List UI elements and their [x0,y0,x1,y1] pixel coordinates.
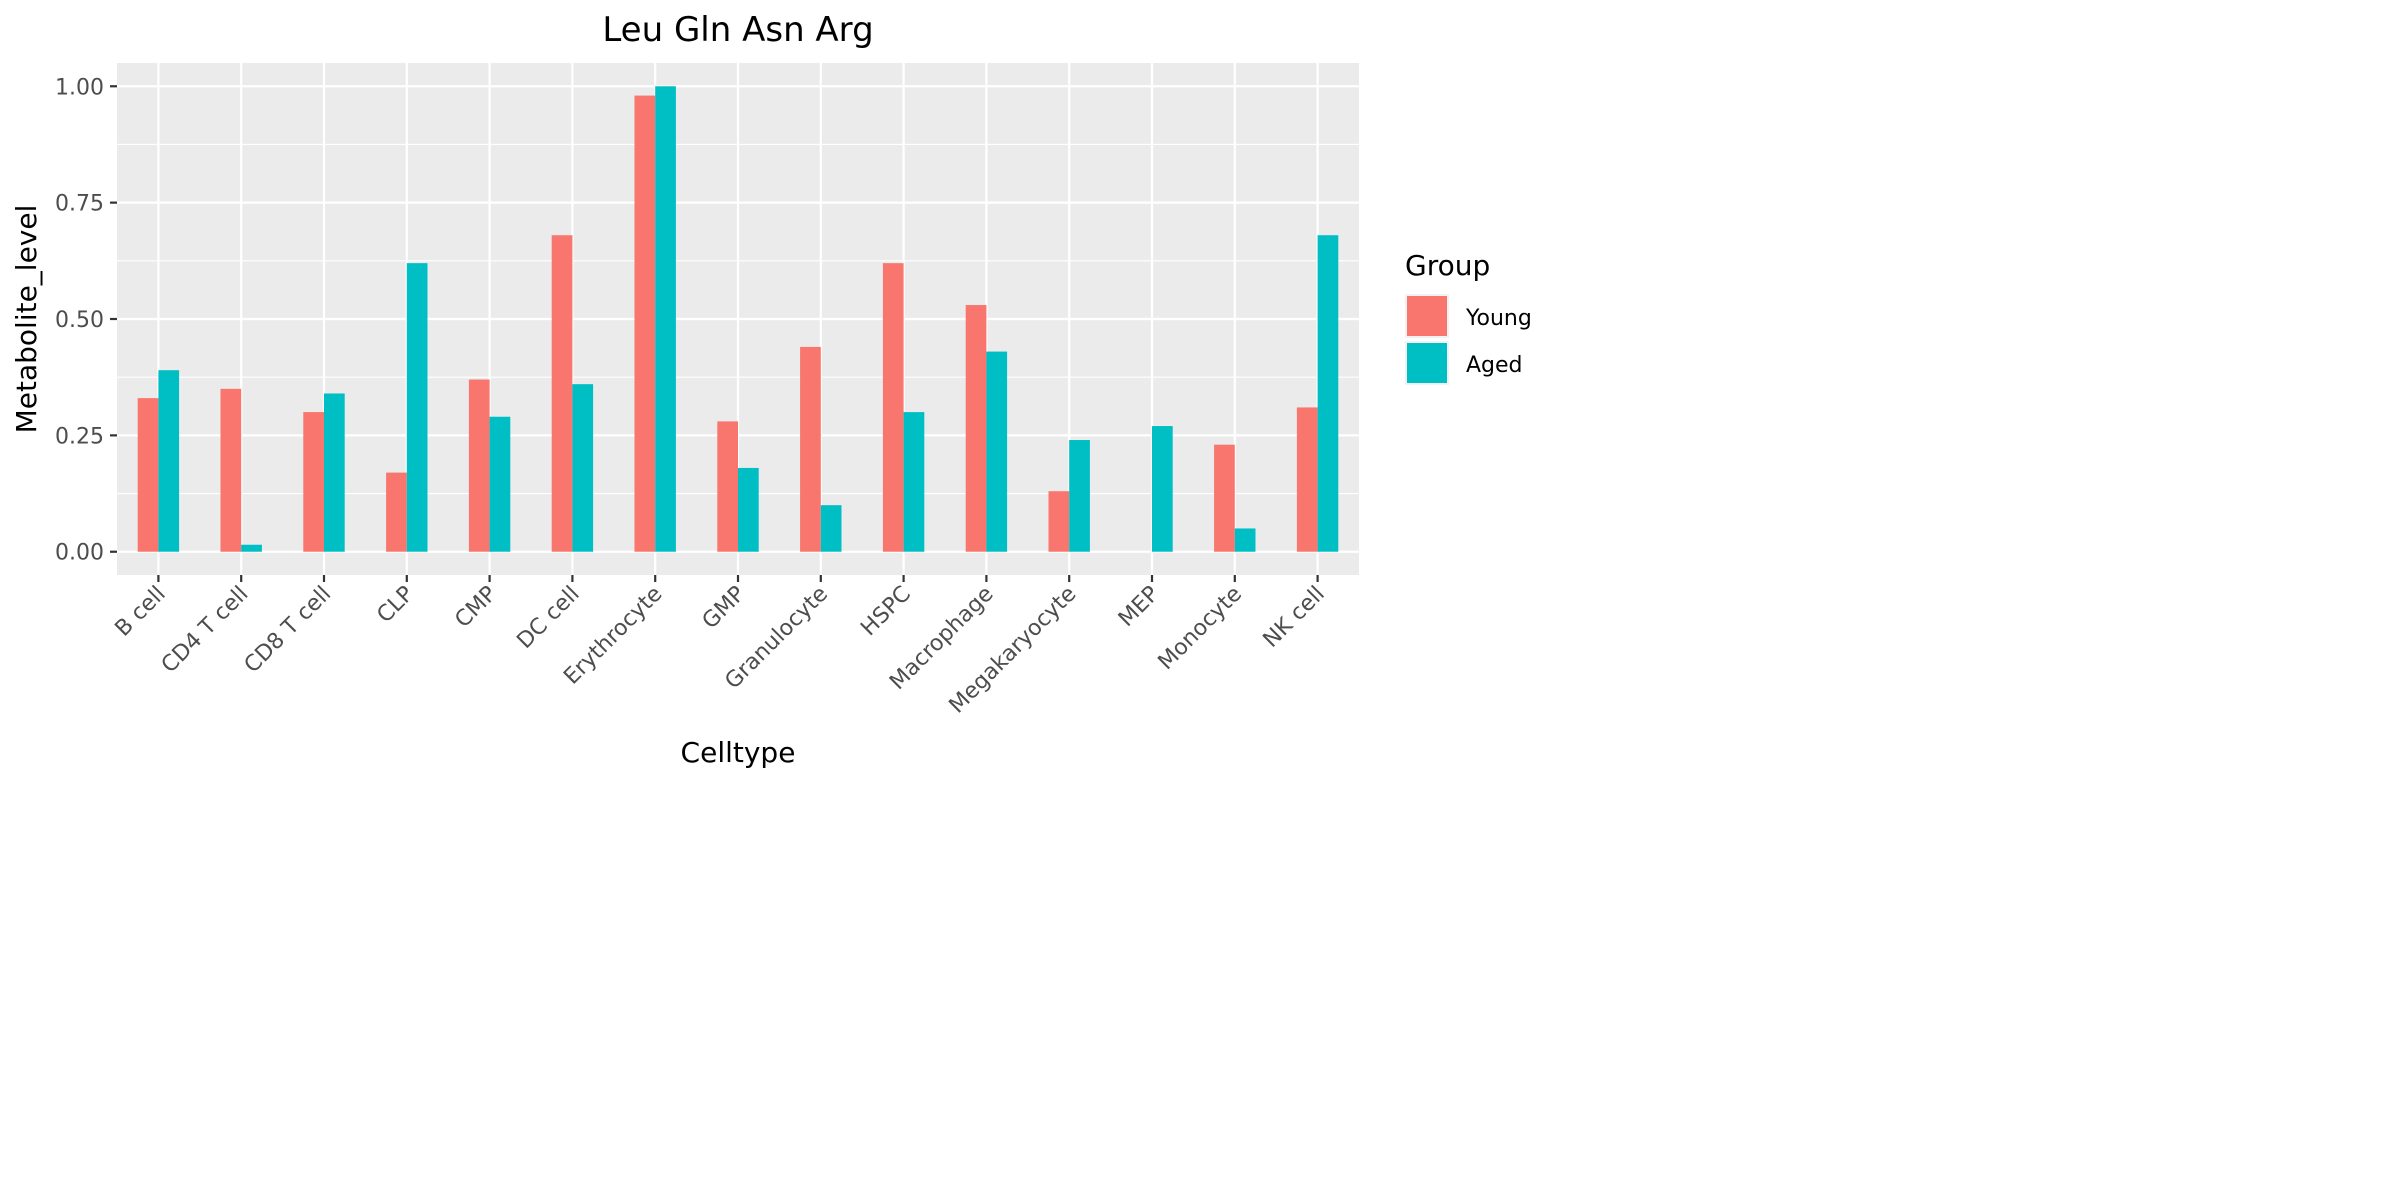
bar-aged-gmp [738,467,759,552]
y-tick-label: 0.00 [55,541,104,566]
legend-swatch-aged [1407,343,1447,383]
bars [137,86,1339,552]
x-tick-label: CLP [372,582,419,629]
x-tick-label: MEP [1114,582,1164,632]
x-tick-label: B cell [111,582,171,642]
bar-aged-granulocyte [820,505,842,552]
bar-young-nk-cell [1296,407,1318,552]
legend-label-aged: Aged [1466,353,1523,378]
bar-aged-hspc [903,412,925,552]
y-axis-title: Metabolite_level [10,205,43,434]
bar-young-granulocyte [800,346,821,552]
x-tick-label: CD8 T cell [240,582,337,679]
bar-young-cd4-t-cell [220,388,242,552]
y-axis: 0.00 0.25 0.50 0.75 1.00 [55,75,117,566]
x-tick-label: CMP [451,582,502,633]
bar-aged-clp [406,263,428,552]
bar-young-erythrocyte [634,95,656,552]
y-tick-label: 0.25 [55,424,104,449]
bar-aged-cmp [489,416,511,552]
x-tick-label: GMP [698,582,751,635]
chart: Leu Gln Asn Arg 0.00 0.25 0.50 0.75 1.00 B c… [10,10,1532,769]
y-tick-label: 0.50 [55,308,104,333]
bar-young-cmp [468,379,490,552]
x-tick-label: CD4 T cell [157,582,254,679]
bar-aged-dc-cell [572,384,594,552]
y-tick-label: 0.75 [55,192,104,217]
bar-aged-megakaryocyte [1069,440,1090,552]
bar-aged-erythrocyte [655,86,676,552]
bar-young-hspc [882,263,904,552]
bar-aged-nk-cell [1317,235,1339,552]
bar-young-cd8-t-cell [303,412,324,552]
bar-young-gmp [717,421,738,552]
bar-young-megakaryocyte [1048,491,1070,552]
legend-swatch-young [1407,296,1447,336]
legend: Group Young Aged [1405,249,1532,385]
bar-aged-b-cell [158,370,180,552]
bar-young-macrophage [965,305,987,552]
bar-young-monocyte [1214,444,1235,552]
bar-aged-mep [1152,426,1173,552]
bar-aged-cd4-t-cell [241,544,262,552]
x-tick-label: HSPC [856,582,915,641]
x-axis-title: Celltype [681,736,796,769]
bar-young-dc-cell [551,235,573,552]
chart-title: Leu Gln Asn Arg [602,10,873,50]
legend-label-young: Young [1465,306,1532,331]
x-tick-label: Monocyte [1154,582,1247,675]
x-tick-label: NK cell [1259,582,1330,653]
bar-aged-monocyte [1234,528,1256,552]
bar-aged-macrophage [986,351,1008,552]
legend-title: Group [1405,249,1490,282]
bar-young-b-cell [137,398,159,552]
y-tick-label: 1.00 [55,75,104,100]
bar-aged-cd8-t-cell [324,393,345,552]
bar-young-clp [386,472,407,552]
x-tick-label: DC cell [512,582,584,654]
